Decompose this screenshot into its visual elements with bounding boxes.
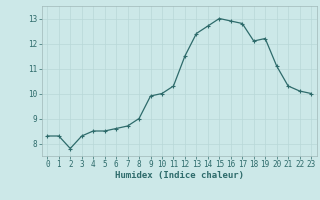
X-axis label: Humidex (Indice chaleur): Humidex (Indice chaleur)	[115, 171, 244, 180]
